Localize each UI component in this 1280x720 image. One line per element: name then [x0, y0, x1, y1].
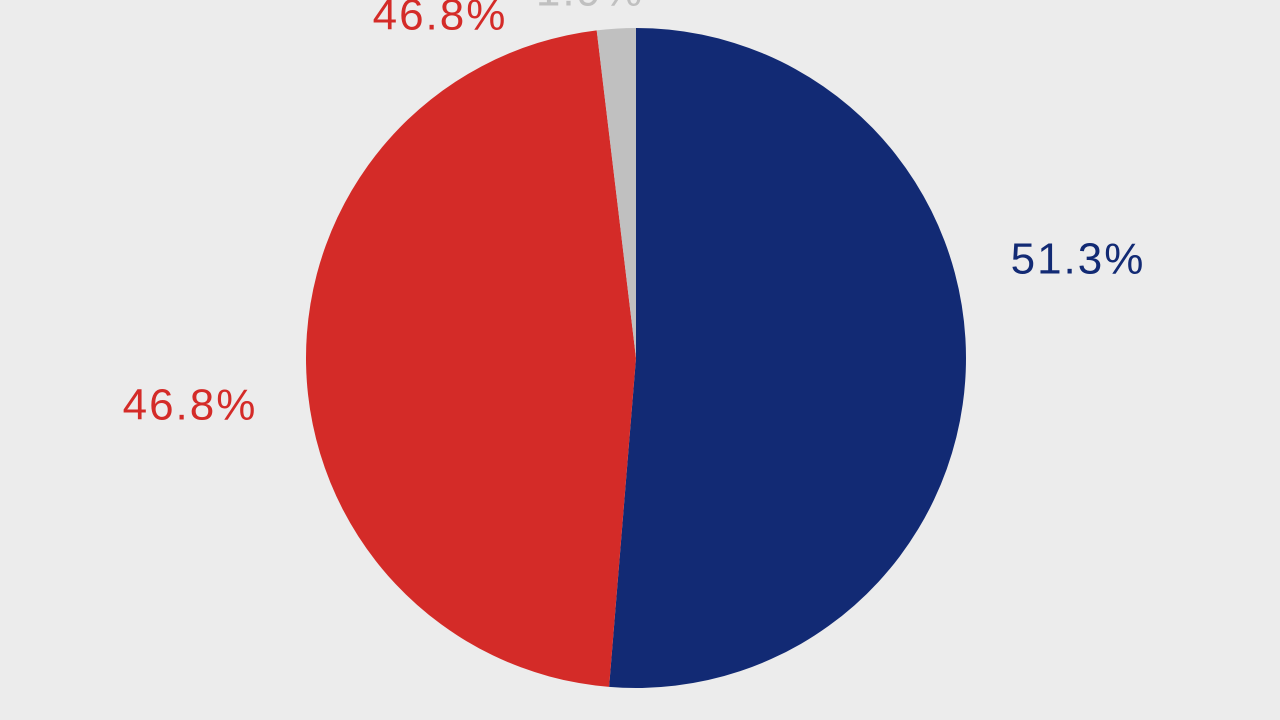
pie-slice [306, 30, 636, 687]
slice-label: 1.9% [536, 0, 644, 16]
pie-slice [596, 28, 636, 358]
slice-label: 46.8% [123, 381, 258, 430]
slice-label: 51.3% [1011, 235, 1146, 284]
pie-slice [609, 28, 967, 688]
slice-label: 46.8% [373, 0, 508, 40]
